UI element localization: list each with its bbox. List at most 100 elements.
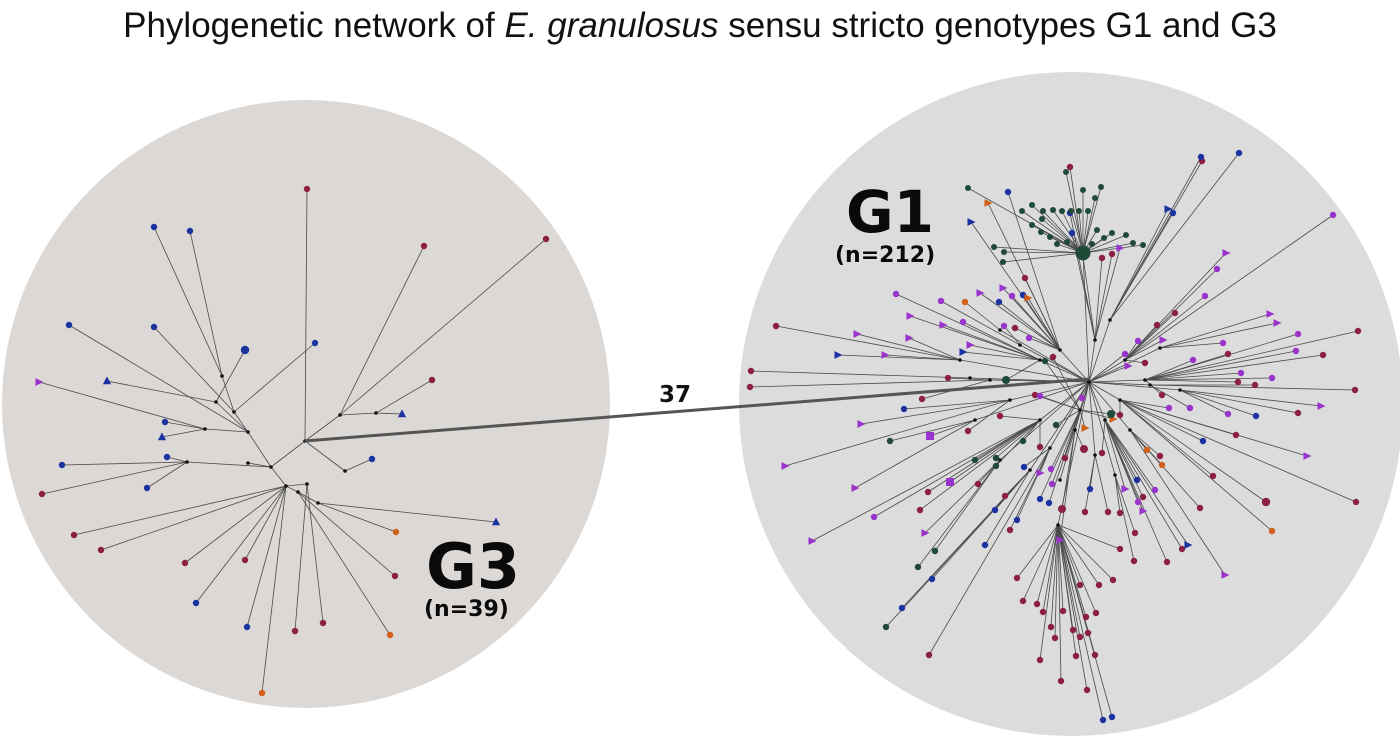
haplotype-purple-dot bbox=[1047, 465, 1055, 473]
network-edge bbox=[317, 502, 397, 533]
network-edge bbox=[1082, 197, 1096, 254]
haplotype-orange-dot bbox=[1268, 527, 1276, 535]
network-edge bbox=[1027, 297, 1061, 351]
haplotype-purple-dot bbox=[1268, 374, 1276, 382]
network-edge bbox=[1039, 447, 1051, 474]
haplotype-green-dot bbox=[914, 563, 922, 571]
network-edge bbox=[962, 351, 1041, 361]
haplotype-blue-dot bbox=[143, 484, 151, 492]
network-edge bbox=[1057, 524, 1088, 691]
median-node bbox=[305, 482, 309, 486]
median-node bbox=[1008, 398, 1012, 402]
haplotype-purple-dot bbox=[959, 318, 967, 326]
network-edge bbox=[1059, 429, 1076, 541]
network-edge bbox=[246, 485, 287, 628]
haplotype-maroon-dot bbox=[1066, 163, 1074, 171]
network-edge bbox=[164, 421, 206, 430]
haplotype-green-dot bbox=[1075, 245, 1091, 261]
network-edge bbox=[1019, 344, 1090, 383]
haplotype-maroon-dot bbox=[542, 235, 550, 243]
network-edge bbox=[1104, 419, 1139, 503]
haplotype-green-dot bbox=[931, 547, 939, 555]
network-edge bbox=[1119, 399, 1214, 477]
network-edge bbox=[166, 456, 188, 463]
network-edge bbox=[184, 485, 287, 564]
haplotype-maroon-dot bbox=[1352, 498, 1360, 506]
haplotype-blue-dot bbox=[1004, 188, 1012, 196]
haplotype-purple-triangle bbox=[1121, 485, 1130, 493]
network-edge bbox=[1057, 524, 1100, 586]
median-node bbox=[296, 490, 300, 494]
haplotype-blue-dot bbox=[243, 623, 251, 631]
median-node bbox=[1087, 380, 1091, 384]
median-node bbox=[1123, 358, 1127, 362]
haplotype-purple-dot bbox=[1000, 322, 1008, 330]
haplotype-green-dot bbox=[1089, 241, 1095, 247]
network-edge bbox=[1082, 244, 1144, 254]
title-species: E. granulosus bbox=[504, 6, 719, 45]
network-edge bbox=[1039, 381, 1090, 421]
median-node bbox=[1056, 523, 1060, 527]
haplotype-purple-dot bbox=[1121, 350, 1129, 358]
haplotype-orange-dot bbox=[386, 631, 394, 639]
haplotype-purple-triangle bbox=[1159, 336, 1168, 344]
median-node bbox=[1058, 348, 1062, 352]
haplotype-blue-triangle bbox=[967, 218, 976, 226]
haplotype-maroon-dot bbox=[1061, 454, 1069, 462]
network-edge bbox=[106, 380, 217, 403]
network-edge bbox=[1039, 409, 1081, 500]
network-edge bbox=[153, 326, 235, 413]
haplotype-maroon-dot bbox=[1006, 526, 1014, 534]
haplotype-maroon-dot bbox=[996, 412, 1004, 420]
haplotype-blue-dot bbox=[368, 455, 376, 463]
haplotype-purple-triangle bbox=[781, 462, 790, 470]
network-edge bbox=[1094, 454, 1109, 513]
haplotype-purple-triangle bbox=[853, 330, 862, 338]
haplotype-green-dot bbox=[886, 437, 894, 445]
haplotype-maroon-dot bbox=[241, 556, 249, 564]
median-node bbox=[1018, 343, 1022, 347]
network-edge bbox=[1124, 359, 1146, 364]
median-node bbox=[1093, 453, 1097, 457]
network-edge bbox=[1144, 377, 1273, 381]
haplotype-purple-triangle bbox=[921, 529, 930, 537]
network-edge bbox=[909, 315, 1041, 361]
network-edge bbox=[1124, 295, 1206, 361]
haplotype-maroon-dot bbox=[1163, 558, 1171, 566]
median-node bbox=[220, 374, 224, 378]
haplotype-maroon-dot bbox=[1095, 581, 1103, 589]
network-edge bbox=[1039, 524, 1059, 661]
median-node bbox=[998, 458, 1002, 462]
network-edge bbox=[837, 354, 961, 361]
network-edge bbox=[1088, 381, 1106, 421]
network-edge bbox=[1144, 350, 1297, 381]
network-edge bbox=[304, 188, 308, 442]
network-edge bbox=[1065, 171, 1084, 254]
haplotype-maroon-dot bbox=[319, 619, 327, 627]
haplotype-green-dot bbox=[1041, 357, 1049, 365]
network-edge bbox=[811, 419, 1041, 542]
haplotype-maroon-dot bbox=[916, 506, 924, 514]
haplotype-orange-triangle bbox=[1024, 294, 1033, 302]
haplotype-purple-dot bbox=[1294, 330, 1302, 338]
haplotype-green-dot bbox=[1123, 232, 1129, 238]
network-edge bbox=[1104, 419, 1168, 563]
network-edge bbox=[974, 419, 1041, 461]
haplotype-maroon-dot bbox=[1082, 613, 1090, 621]
network-edge bbox=[750, 370, 971, 379]
median-node bbox=[1073, 428, 1077, 432]
network-edge bbox=[221, 375, 235, 413]
haplotype-blue-dot bbox=[163, 453, 171, 461]
network-edge bbox=[970, 221, 1061, 351]
haplotype-maroon-dot bbox=[1057, 677, 1065, 685]
haplotype-green-dot bbox=[1092, 195, 1098, 201]
median-node bbox=[232, 410, 236, 414]
haplotype-green-dot bbox=[1101, 235, 1107, 241]
median-node bbox=[1078, 408, 1082, 412]
haplotype-purple-triangle bbox=[851, 484, 860, 492]
network-edge bbox=[1109, 212, 1174, 321]
haplotype-maroon-dot bbox=[1178, 545, 1186, 553]
network-edge bbox=[1051, 409, 1081, 485]
network-edge bbox=[153, 226, 223, 377]
network-edge bbox=[895, 293, 1041, 361]
